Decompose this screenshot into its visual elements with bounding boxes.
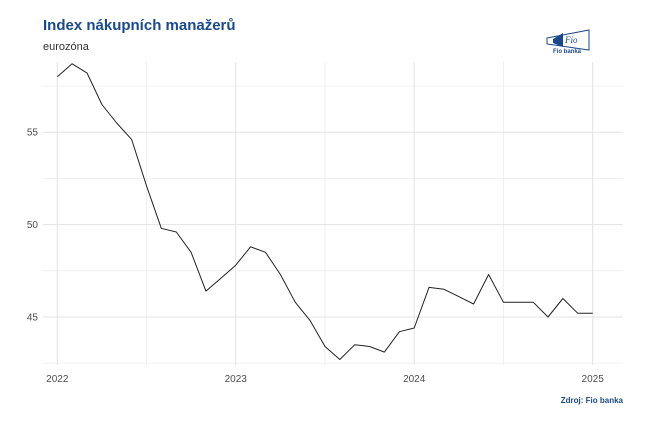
logo-text: Fio banka [553,49,582,55]
x-axis-ticks: 2022 2023 2024 2025 [46,374,604,385]
x-tick-label: 2024 [403,374,426,385]
y-axis-ticks: 45 50 55 [27,128,39,324]
chart-title: Index nákupních manažerů [43,17,236,34]
y-tick-label: 45 [27,312,39,323]
grid-major [43,62,623,365]
source-note: Zdroj: Fio banka [560,396,623,405]
x-tick-label: 2025 [582,374,605,385]
logo-mark: Fio [564,35,578,45]
series-line-pmi [56,63,593,360]
fio-logo-icon: Fio [546,29,590,51]
x-tick-label: 2023 [225,374,248,385]
x-tick-label: 2022 [46,374,69,385]
chart-subtitle: eurozóna [43,41,89,53]
grid-minor [43,62,623,365]
y-tick-label: 50 [27,220,39,231]
y-tick-label: 55 [27,128,39,139]
